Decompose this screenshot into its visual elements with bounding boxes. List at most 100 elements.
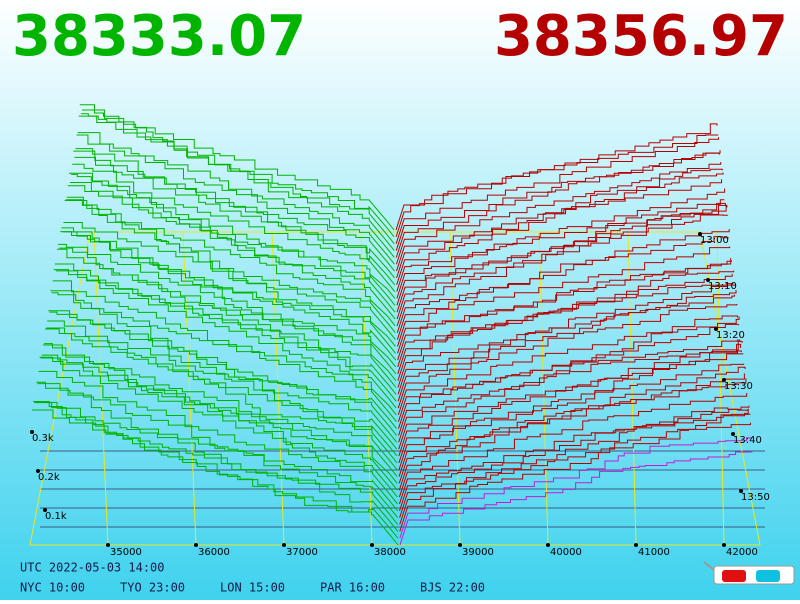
ask-curve bbox=[399, 413, 751, 525]
ask-curve bbox=[395, 137, 720, 244]
bid-curve bbox=[61, 227, 397, 361]
ask-curve bbox=[398, 340, 743, 457]
bid-curve bbox=[75, 148, 395, 272]
ask-price: 38356.97 bbox=[494, 4, 788, 69]
ask-curve bbox=[399, 405, 750, 518]
tick-dot bbox=[30, 430, 34, 434]
ask-curve bbox=[396, 204, 728, 320]
depth-label: 0.2k bbox=[38, 472, 60, 483]
tick-dot bbox=[36, 469, 40, 473]
bid-curve bbox=[43, 343, 398, 470]
tick-dot bbox=[722, 378, 726, 382]
city-time: NYC 10:00 bbox=[20, 581, 85, 595]
bid-curve bbox=[63, 221, 396, 347]
tick-dot bbox=[706, 278, 710, 282]
ask-curve bbox=[395, 150, 721, 258]
bid-curve bbox=[60, 231, 397, 368]
ask-curve bbox=[396, 205, 727, 313]
ask-curve bbox=[396, 214, 729, 327]
bid-curve bbox=[74, 156, 395, 279]
bid-curve bbox=[65, 199, 396, 334]
ask-curve bbox=[395, 134, 719, 238]
price-grid-line bbox=[271, 231, 285, 546]
ask-curve bbox=[397, 283, 734, 374]
axis-labels: 35000 36000 37000 38000 39000 40000 41000 42000… bbox=[30, 232, 770, 558]
bid-curve bbox=[70, 182, 396, 306]
bid-curve bbox=[45, 328, 398, 464]
bid-curve bbox=[76, 134, 395, 265]
time-label: 13:20 bbox=[716, 330, 745, 341]
price-label: 37000 bbox=[286, 547, 318, 558]
bid-curve bbox=[37, 383, 398, 512]
tick-dot bbox=[458, 543, 462, 547]
tick-dot bbox=[43, 508, 47, 512]
bid-curve bbox=[66, 196, 396, 327]
tick-dot bbox=[714, 327, 718, 331]
ask-curve bbox=[397, 323, 739, 422]
ask-curve bbox=[399, 408, 749, 511]
bid-curve bbox=[48, 310, 398, 443]
ask-curve bbox=[396, 188, 726, 299]
ask-curve bbox=[397, 303, 738, 409]
ask-curve bbox=[395, 123, 718, 231]
ask-curve bbox=[398, 343, 742, 443]
time-label: 13:40 bbox=[733, 435, 762, 446]
price-grid-line bbox=[716, 231, 725, 546]
ask-curve bbox=[395, 161, 722, 265]
ask-curve bbox=[397, 260, 732, 361]
tick-dot bbox=[739, 489, 743, 493]
ask-curve bbox=[398, 363, 745, 470]
bid-curve bbox=[35, 401, 399, 525]
bid-curve bbox=[64, 199, 396, 340]
ask-curve bbox=[398, 316, 740, 429]
order-book-curves bbox=[32, 104, 753, 546]
ask-curve bbox=[398, 339, 741, 436]
bid-curve bbox=[53, 269, 397, 409]
ask-curve bbox=[398, 350, 742, 450]
price-label: 36000 bbox=[198, 547, 230, 558]
bid-curve bbox=[41, 354, 398, 484]
city-time: LON 15:00 bbox=[220, 581, 285, 595]
ask-curve bbox=[398, 366, 746, 484]
ask-curve bbox=[397, 315, 739, 416]
price-label: 39000 bbox=[462, 547, 494, 558]
tick-dot bbox=[698, 232, 702, 236]
bid-curve bbox=[32, 409, 399, 546]
bid-curve bbox=[47, 320, 398, 450]
price-label: 35000 bbox=[110, 547, 142, 558]
bid-curve bbox=[68, 172, 396, 313]
tick-dot bbox=[722, 543, 726, 547]
price-grid-line bbox=[627, 231, 637, 546]
depth-label: 0.1k bbox=[45, 511, 67, 522]
price-label: 40000 bbox=[550, 547, 582, 558]
ask-curve bbox=[397, 273, 733, 368]
bid-curve bbox=[39, 356, 398, 498]
bid-curve bbox=[52, 280, 397, 416]
city-time: BJS 22:00 bbox=[420, 581, 485, 595]
bid-curve bbox=[58, 243, 397, 381]
tick-dot bbox=[194, 543, 198, 547]
ask-curve bbox=[397, 270, 735, 381]
glasses-icon bbox=[703, 561, 795, 585]
city-time: TYO 23:00 bbox=[120, 581, 185, 595]
bid-curve bbox=[55, 270, 397, 395]
bid-curve bbox=[78, 115, 395, 251]
time-label: 13:00 bbox=[700, 235, 729, 246]
bid-curve bbox=[79, 104, 395, 245]
ask-curve bbox=[398, 378, 747, 491]
city-time: PAR 16:00 bbox=[320, 581, 385, 595]
bid-curve bbox=[38, 370, 398, 505]
ask-curve bbox=[396, 236, 729, 333]
ask-curve bbox=[397, 294, 735, 388]
tick-dot bbox=[546, 543, 550, 547]
depth-label: 0.3k bbox=[32, 433, 54, 444]
bid-curve bbox=[72, 163, 396, 292]
price-label: 41000 bbox=[638, 547, 670, 558]
price-grid-line bbox=[182, 231, 197, 546]
price-label: 42000 bbox=[726, 547, 758, 558]
bid-curve bbox=[77, 132, 395, 258]
ask-curve bbox=[399, 407, 748, 505]
ask-curve bbox=[396, 168, 723, 279]
bid-curve bbox=[49, 311, 397, 436]
